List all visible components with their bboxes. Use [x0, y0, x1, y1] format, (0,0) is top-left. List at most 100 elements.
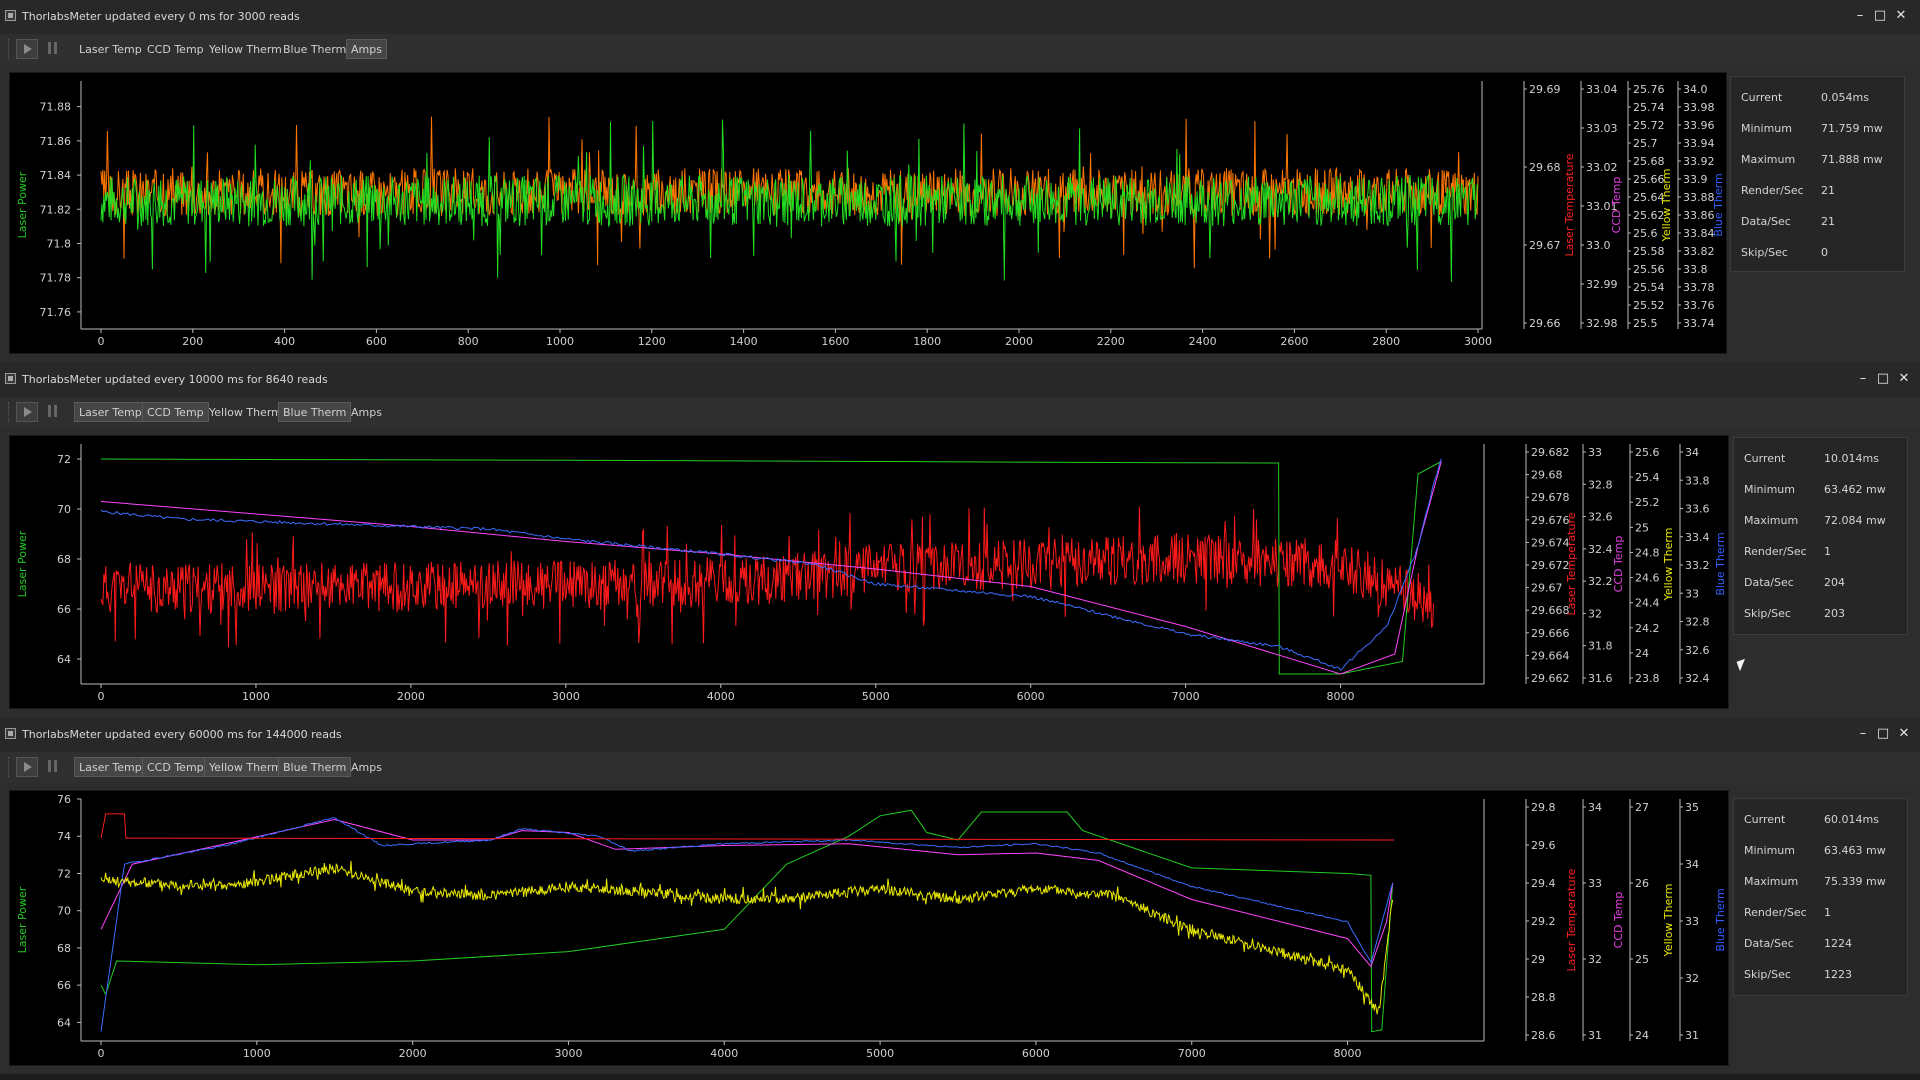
minimize-icon[interactable]: –	[1859, 371, 1867, 386]
toggle-ccd-temp[interactable]: CCD Temp	[142, 402, 209, 422]
stat-label: Current	[1744, 452, 1786, 465]
stat-value: 10.014ms	[1824, 452, 1879, 465]
right-axis-tick-label: 25.56	[1633, 263, 1665, 276]
stat-current: Current 10.014ms	[1734, 452, 1909, 472]
y-tick-label: 71.88	[40, 101, 72, 114]
plot-area[interactable]: 0 1000 2000 3000 4000 5000 6000 7000 8000 64 66 68 7…	[9, 435, 1729, 709]
plot-area[interactable]: 0 1000 2000 3000 4000 5000 6000 7000 8000 64 66 68 7…	[9, 790, 1729, 1066]
stat-value: 21	[1821, 184, 1835, 197]
toggle-blue-therm[interactable]: Blue Therm	[278, 402, 352, 422]
stat-label: Skip/Sec	[1744, 968, 1791, 981]
stat-label: Minimum	[1744, 844, 1795, 857]
y-tick-label: 68	[57, 942, 71, 955]
maximize-icon[interactable]: □	[1876, 371, 1890, 386]
x-tick-label: 3000	[552, 690, 580, 703]
toolbar-grip	[8, 402, 12, 422]
right-axis-tick-label: 32.98	[1586, 317, 1618, 330]
x-tick-label: 6000	[1022, 1047, 1050, 1060]
right-axis-tick-label: 34	[1685, 858, 1699, 871]
toggle-laser-temp[interactable]: Laser Temp	[74, 757, 147, 777]
right-axis-tick-label: 32	[1588, 953, 1602, 966]
right-axis-tick-label: 33.96	[1683, 119, 1715, 132]
maximize-icon[interactable]: □	[1873, 8, 1887, 23]
right-axis-tick-label: 25.76	[1633, 83, 1665, 96]
stat-value: 75.339 mw	[1824, 875, 1886, 888]
right-axis-label: Yellow Therm	[1662, 528, 1675, 602]
right-axis-tick-label: 24.4	[1635, 597, 1660, 610]
toggle-ccd-temp[interactable]: CCD Temp	[142, 757, 209, 777]
right-axis-label: Laser Temperature	[1565, 868, 1578, 971]
right-axis-tick-label: 25.64	[1633, 191, 1665, 204]
close-icon[interactable]: ✕	[1898, 371, 1910, 386]
toggle-amps[interactable]: Amps	[351, 761, 382, 774]
right-axis-tick-label: 25.5	[1633, 317, 1658, 330]
toggle-yellow-therm[interactable]: Yellow Therm	[209, 43, 282, 56]
y-tick-label: 68	[57, 553, 71, 566]
right-axis-tick-label: 29.66	[1529, 317, 1561, 330]
right-axis-tick-label: 29.674	[1531, 536, 1570, 549]
stat-minimum: Minimum 63.462 mw	[1734, 483, 1909, 503]
x-tick-label: 2400	[1189, 335, 1217, 348]
right-axis-tick-label: 33.76	[1683, 299, 1715, 312]
x-tick-label: 7000	[1178, 1047, 1206, 1060]
close-icon[interactable]: ✕	[1898, 726, 1910, 741]
bottom-bar	[0, 1074, 1920, 1080]
toggle-amps[interactable]: Amps	[351, 406, 382, 419]
pause-icon[interactable]	[46, 40, 60, 58]
x-tick-label: 1600	[821, 335, 849, 348]
right-axis-label: CCD Temp	[1610, 177, 1623, 234]
play-icon[interactable]	[16, 402, 38, 422]
x-tick-label: 1000	[546, 335, 574, 348]
right-axis-tick-label: 33.88	[1683, 191, 1715, 204]
stats-panel: Current 60.014ms Minimum 63.463 mw Maximum…	[1733, 798, 1908, 996]
right-axis-tick-label: 34.0	[1683, 83, 1708, 96]
window-titlebar[interactable]: ThorlabsMeter updated every 10000 ms for…	[0, 363, 1920, 398]
right-axis-tick-label: 29.678	[1531, 491, 1570, 504]
stat-maximum: Maximum 75.339 mw	[1734, 875, 1909, 895]
right-axis-tick-label: 33.82	[1683, 245, 1715, 258]
play-icon[interactable]	[16, 757, 38, 777]
toggle-laser-temp[interactable]: Laser Temp	[79, 43, 142, 56]
right-axis-tick-label: 25.6	[1633, 227, 1658, 240]
right-axis-tick-label: 29.666	[1531, 627, 1570, 640]
x-tick-label: 1800	[913, 335, 941, 348]
plot-area[interactable]: 0 200 400 600 800 1000 1200 1400 1600 1800 2000 220…	[9, 72, 1727, 354]
x-tick-label: 4000	[707, 690, 735, 703]
maximize-icon[interactable]: □	[1876, 726, 1890, 741]
right-axis-tick-label: 29	[1531, 953, 1545, 966]
toggle-blue-therm[interactable]: Blue Therm	[278, 757, 352, 777]
stat-current: Current 0.054ms	[1731, 91, 1906, 111]
right-axis-tick-label: 27	[1635, 801, 1649, 814]
right-axis-tick-label: 25.74	[1633, 101, 1665, 114]
series-line	[100, 458, 1442, 672]
toggle-amps[interactable]: Amps	[346, 39, 387, 59]
stat-label: Render/Sec	[1744, 906, 1807, 919]
pause-icon[interactable]	[46, 403, 60, 421]
x-tick-label: 0	[98, 690, 105, 703]
right-axis-tick-label: 25.72	[1633, 119, 1665, 132]
window-titlebar[interactable]: ThorlabsMeter updated every 60000 ms for…	[0, 718, 1920, 753]
toggle-laser-temp[interactable]: Laser Temp	[74, 402, 147, 422]
right-axis-tick-label: 25.66	[1633, 173, 1665, 186]
right-axis-tick-label: 25.6	[1635, 446, 1660, 459]
right-axis-tick-label: 33.78	[1683, 281, 1715, 294]
y-tick-label: 71.76	[40, 306, 72, 319]
toggle-ccd-temp[interactable]: CCD Temp	[147, 43, 204, 56]
toggle-blue-therm[interactable]: Blue Therm	[283, 43, 347, 56]
close-icon[interactable]: ✕	[1895, 8, 1907, 23]
stat-label: Skip/Sec	[1741, 246, 1788, 259]
window-titlebar[interactable]: ThorlabsMeter updated every 0 ms for 300…	[0, 0, 1920, 35]
play-icon[interactable]	[16, 39, 38, 59]
stat-label: Render/Sec	[1744, 545, 1807, 558]
stats-panel: Current 10.014ms Minimum 63.462 mw Maximum…	[1733, 437, 1908, 635]
minimize-icon[interactable]: –	[1856, 8, 1864, 23]
toggle-yellow-therm[interactable]: Yellow Therm	[209, 406, 282, 419]
x-tick-label: 2200	[1097, 335, 1125, 348]
right-axis-tick-label: 33.84	[1683, 227, 1715, 240]
stat-value: 71.888 mw	[1821, 153, 1883, 166]
right-axis-tick-label: 33	[1588, 446, 1602, 459]
pause-icon[interactable]	[46, 758, 60, 776]
minimize-icon[interactable]: –	[1859, 726, 1867, 741]
toggle-yellow-therm[interactable]: Yellow Therm	[204, 757, 287, 777]
right-axis-tick-label: 33.98	[1683, 101, 1715, 114]
